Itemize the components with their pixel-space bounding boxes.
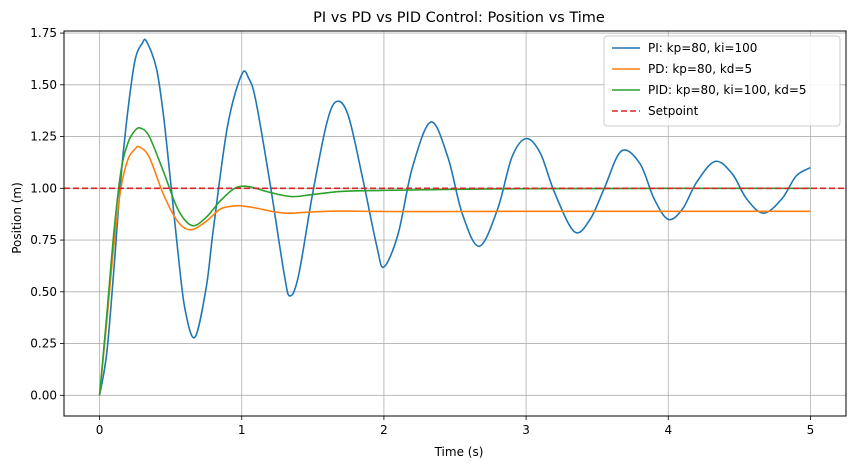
x-tick-label: 1 [238,423,246,437]
x-tick-label: 0 [96,423,104,437]
y-tick-label: 1.50 [30,78,57,92]
legend-label: PID: kp=80, ki=100, kd=5 [648,83,807,97]
legend-label: Setpoint [648,104,699,118]
x-tick-label: 2 [380,423,388,437]
series-layer [64,38,846,396]
y-tick-label: 0.25 [30,337,57,351]
y-tick-label: 1.75 [30,26,57,40]
legend-label: PI: kp=80, ki=100 [648,41,757,55]
tick-layer: 0 1 2 3 4 5 0.00 0.25 0.50 0.75 1.00 1.25 1.50 1.75 [30,26,814,437]
legend-box [603,35,841,127]
y-tick-label: 1.25 [30,130,57,144]
series-line-2 [98,145,811,396]
series-line-1 [98,38,811,396]
x-tick-label: 5 [807,423,815,437]
legend: PI: kp=80, ki=100 PD: kp=80, kd=5 PID: kp=… [603,35,841,127]
x-axis-title: Time (s) [434,445,484,459]
chart-title: PI vs PD vs PID Control: Position vs Tim… [313,10,605,26]
plot-frame [63,30,847,417]
legend-label: PD: kp=80, kd=5 [648,62,752,76]
x-tick-label: 4 [664,423,672,437]
y-tick-label: 0.50 [30,285,57,299]
y-tick-label: 0.75 [30,233,57,247]
y-axis-title: Position (m) [10,182,24,254]
x-tick-label: 3 [522,423,530,437]
y-tick-label: 0.00 [30,388,57,402]
y-tick-label: 1.00 [30,181,57,195]
